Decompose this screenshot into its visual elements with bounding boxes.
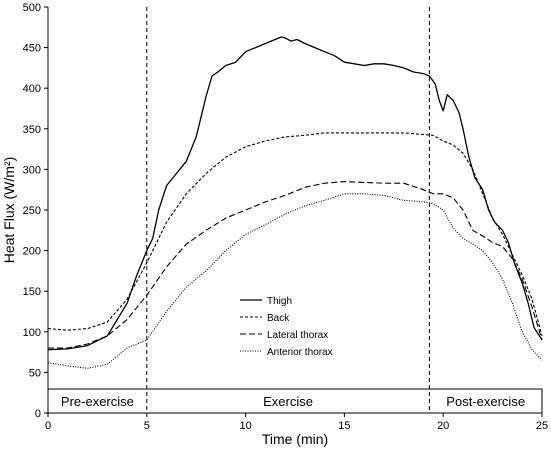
legend-label-1: Back	[267, 313, 290, 324]
series-layer	[47, 36, 543, 369]
y-tick-label: 100	[23, 327, 41, 339]
y-tick-label: 400	[23, 83, 41, 95]
x-tick-label: 10	[239, 420, 251, 432]
series-line-lateral-thorax	[48, 181, 543, 349]
phase-labels: Pre-exercise Exercise Post-exercise	[61, 394, 525, 409]
x-tick-label: 5	[144, 420, 150, 432]
x-tick-label: 25	[536, 420, 548, 432]
x-axis-title: Time (min)	[262, 431, 328, 447]
phase-label-1: Exercise	[263, 394, 313, 409]
series-line-back	[47, 132, 543, 337]
phase-label-0: Pre-exercise	[61, 394, 134, 409]
y-tick-label: 500	[23, 2, 41, 14]
y-tick-label: 250	[23, 205, 41, 217]
x-tick-label: 15	[338, 420, 350, 432]
legend-label-2: Lateral thorax	[267, 330, 328, 341]
legend-label-3: Anterior thorax	[267, 347, 333, 358]
y-tick-label: 350	[23, 124, 41, 136]
y-tick-label: 200	[23, 246, 41, 258]
series-line-thigh	[47, 36, 543, 351]
series-line-anterior-thorax	[47, 193, 543, 369]
phase-label-2: Post-exercise	[446, 394, 525, 409]
y-tick-label: 50	[29, 367, 41, 379]
y-axis-title: Heat Flux (W/m²)	[1, 157, 17, 264]
x-tick-label: 20	[437, 420, 449, 432]
legend-label-0: Thigh	[267, 296, 292, 307]
x-tick-label: 0	[45, 420, 51, 432]
legend: Thigh Back Lateral thorax Anterior thorax	[240, 296, 333, 358]
y-tick-label: 300	[23, 164, 41, 176]
ticks-layer: 0 50 100 150 200 250 300 350 400 450 500 0 5 10 15 20 25	[23, 2, 548, 432]
y-tick-label: 0	[35, 408, 41, 420]
y-tick-label: 150	[23, 286, 41, 298]
phase-boundaries	[146, 7, 430, 413]
y-tick-label: 450	[23, 43, 41, 55]
